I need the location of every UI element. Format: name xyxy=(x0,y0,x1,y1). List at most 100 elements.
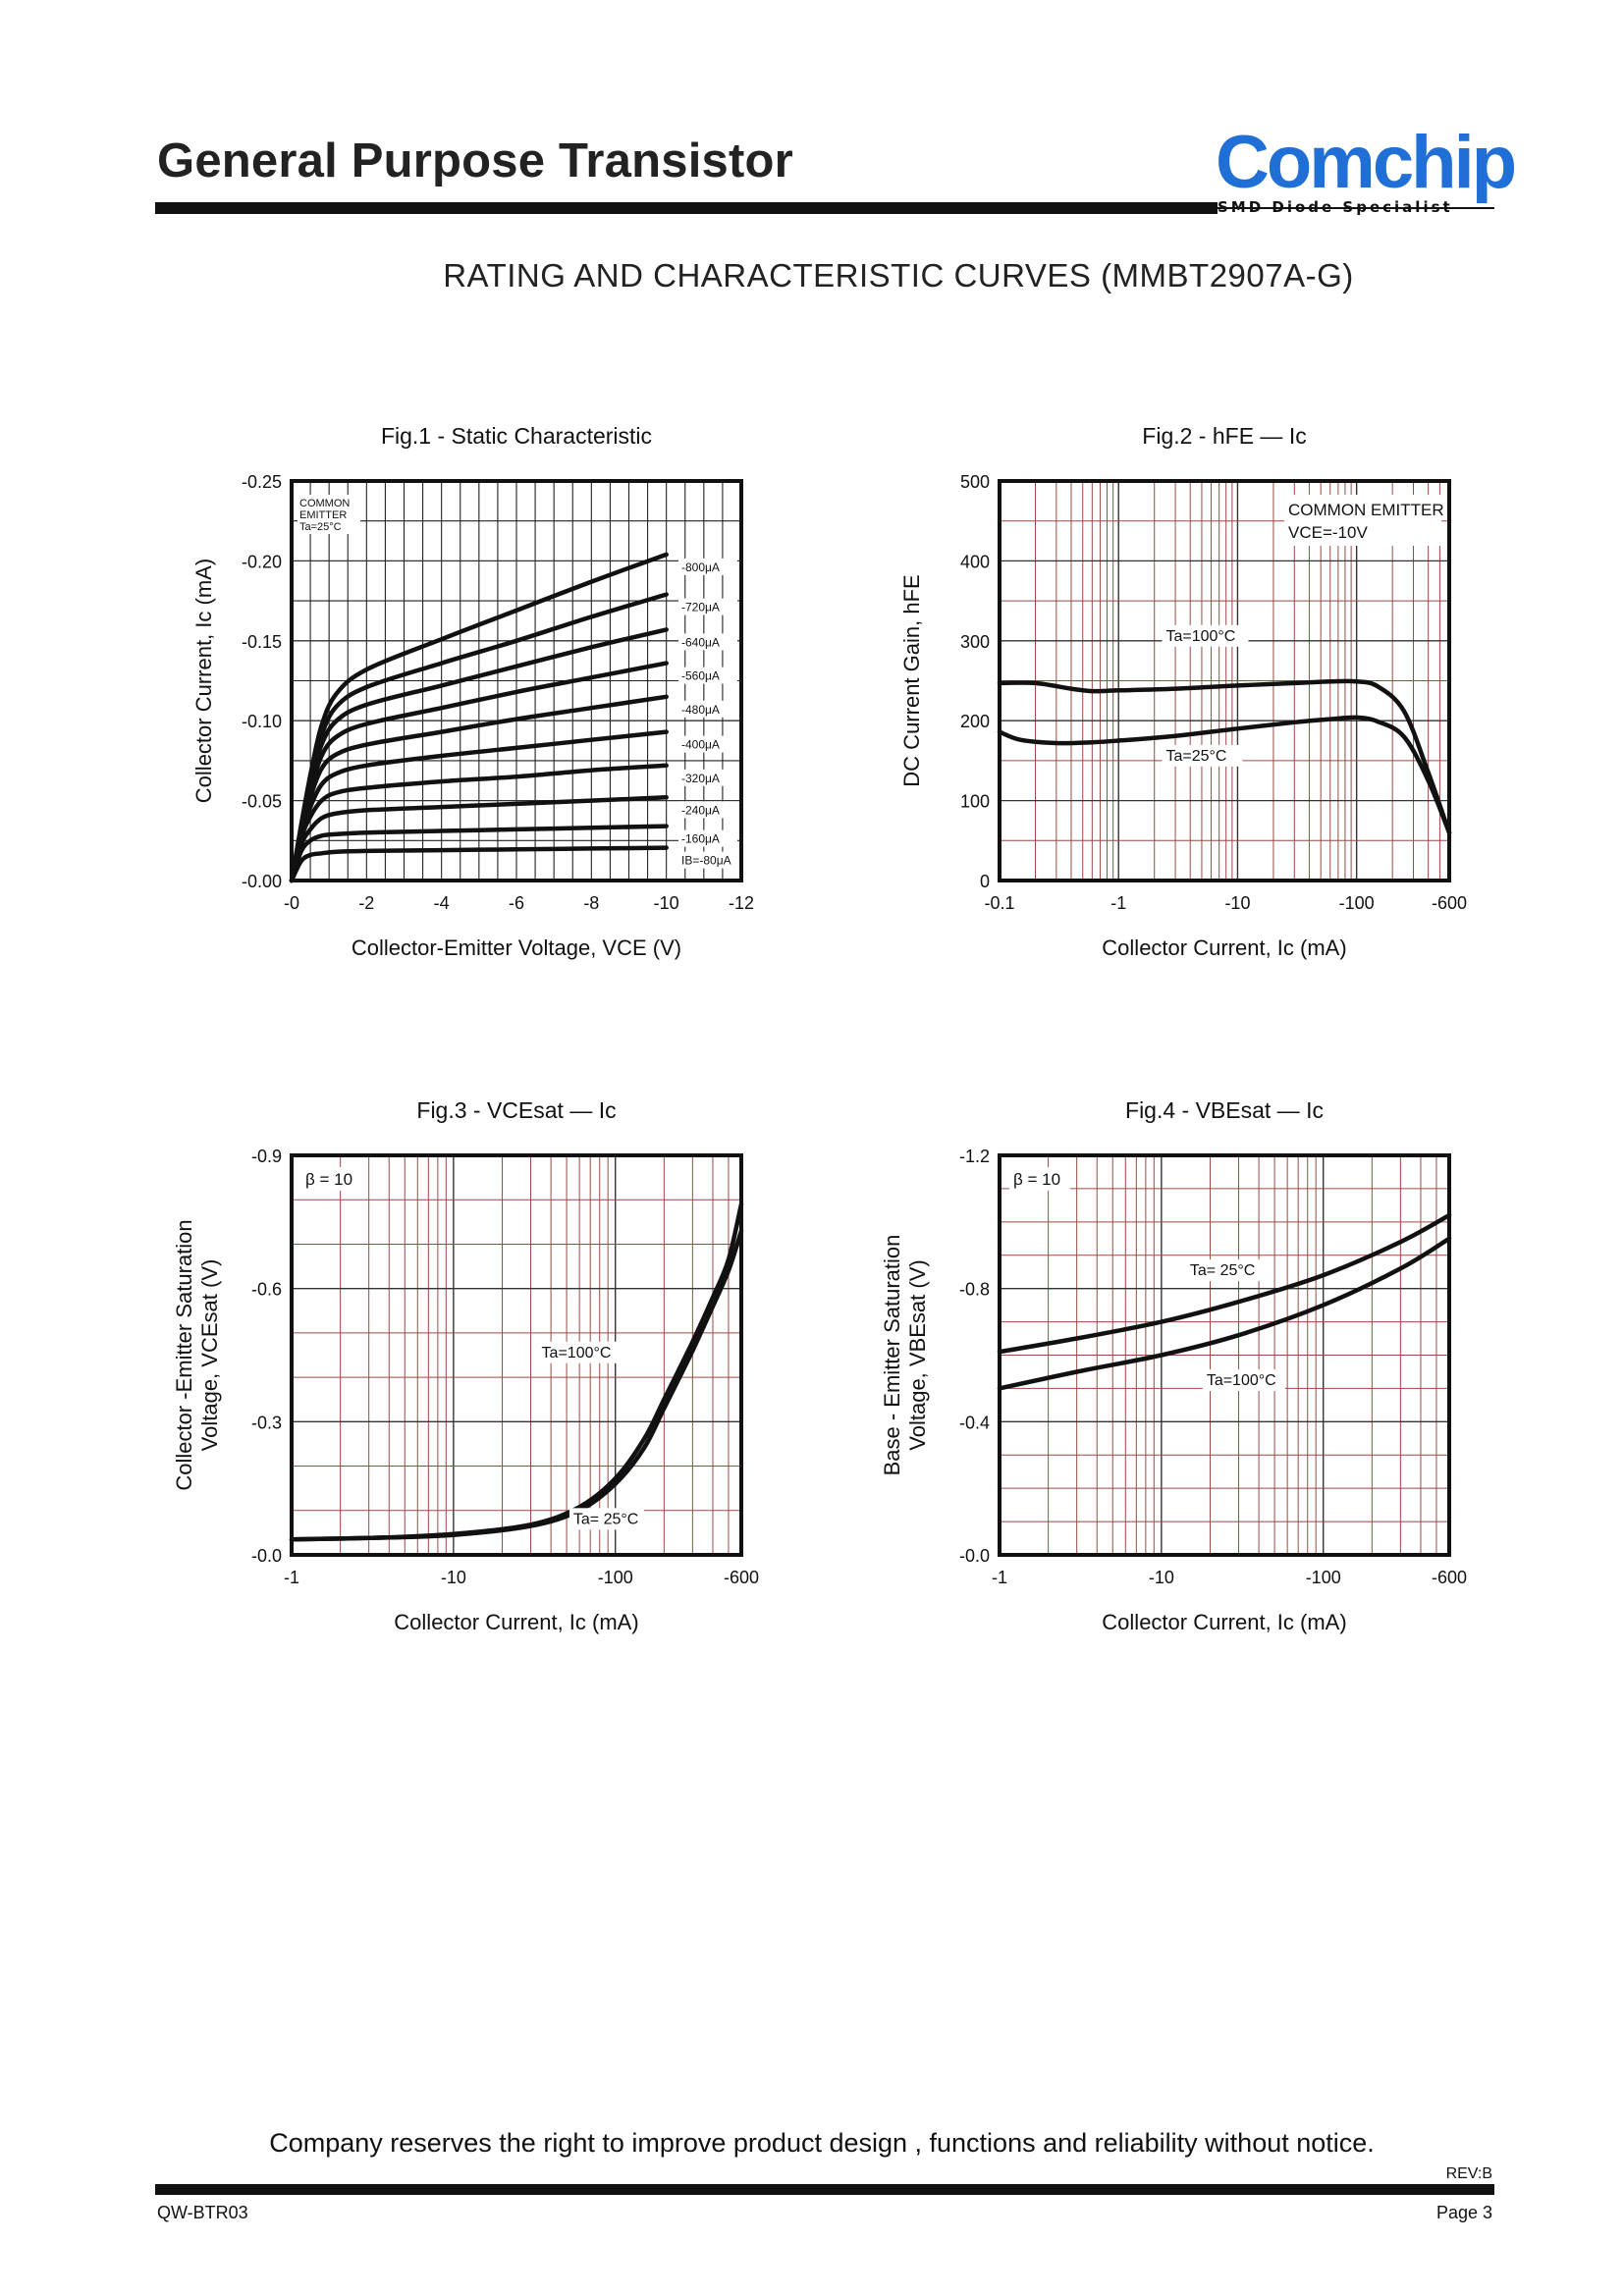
x-axis-label: Collector Current, Ic (mA) xyxy=(1102,935,1346,960)
x-tick-label: -0 xyxy=(284,893,299,913)
series-label-bg xyxy=(678,801,737,819)
x-tick-label: -8 xyxy=(583,893,599,913)
y-axis-label: Collector Current, Ic (mA) xyxy=(191,559,216,803)
x-tick-label: -1 xyxy=(1110,893,1126,913)
plot-frame xyxy=(290,1153,743,1557)
y-tick-label: -0.8 xyxy=(959,1280,990,1300)
series-line-1 xyxy=(289,1228,744,1542)
series-label-bg xyxy=(678,667,737,684)
plot-frame xyxy=(998,479,1451,882)
y-tick-label: -0.0 xyxy=(251,1546,282,1566)
series-line-2 xyxy=(997,715,1452,835)
y-tick-label: 500 xyxy=(960,472,990,492)
series-label: Ta=100°C xyxy=(1165,628,1235,645)
y-tick-label: -0.00 xyxy=(242,872,282,891)
series-label: Ta= 25°C xyxy=(1190,1262,1255,1279)
document-code: QW-BTR03 xyxy=(157,2203,248,2222)
series-label-bg xyxy=(678,829,737,847)
annotation-box xyxy=(1284,495,1441,546)
annotation-box xyxy=(301,1167,362,1191)
annotation-text: EMITTER xyxy=(299,509,347,521)
series-label-bg xyxy=(678,598,737,615)
annotation-box xyxy=(1009,1167,1070,1191)
y-tick-label: -0.05 xyxy=(242,792,282,812)
y-tick-label: -0.10 xyxy=(242,712,282,731)
y-tick-label: 300 xyxy=(960,632,990,652)
footer-notice: Company reserves the right to improve pr… xyxy=(269,2128,1375,2158)
series-label: -480μA xyxy=(681,703,720,717)
x-tick-label: -600 xyxy=(1432,1568,1467,1587)
series-label-bg xyxy=(537,1341,619,1363)
x-tick-label: -600 xyxy=(724,1568,759,1587)
y-tick-label: -0.9 xyxy=(251,1147,282,1166)
x-tick-label: -10 xyxy=(654,893,679,913)
series-label-bg xyxy=(568,1508,644,1530)
series-label: -640μA xyxy=(681,635,720,649)
plot-frame xyxy=(998,1153,1451,1557)
series-line-1 xyxy=(997,1212,1452,1355)
annotation-box xyxy=(298,495,360,534)
annotation-text: Ta=25°C xyxy=(299,521,342,533)
series-label: -320μA xyxy=(681,772,720,785)
series-label: -800μA xyxy=(681,561,720,574)
series-label-bg xyxy=(678,851,737,869)
x-tick-label: -600 xyxy=(1432,893,1467,913)
y-tick-label: -0.6 xyxy=(251,1280,282,1300)
series-line-10 xyxy=(289,552,669,883)
annotation-text: VCE=-10V xyxy=(1288,523,1368,542)
x-tick-label: -10 xyxy=(441,1568,466,1587)
series-label-bg xyxy=(1162,624,1249,647)
x-tick-label: -0.1 xyxy=(984,893,1014,913)
brand-logo: Comchip SMD Diode Specialist xyxy=(1214,121,1517,216)
x-tick-label: -6 xyxy=(509,893,524,913)
x-tick-label: -100 xyxy=(598,1568,633,1587)
series-label: -400μA xyxy=(681,738,720,752)
x-tick-label: -100 xyxy=(1339,893,1375,913)
chart-title: Fig.3 - VCEsat — Ic xyxy=(416,1097,616,1123)
logo-tagline: SMD Diode Specialist xyxy=(1218,198,1453,216)
annotation-text: β = 10 xyxy=(1013,1170,1060,1189)
series-label-bg xyxy=(678,735,737,753)
x-axis-label: Collector-Emitter Voltage, VCE (V) xyxy=(352,935,681,960)
series-label-bg xyxy=(678,700,737,718)
series-label-bg xyxy=(1202,1369,1285,1392)
header-rule xyxy=(155,202,1218,214)
y-tick-label: 400 xyxy=(960,552,990,571)
series-label-bg xyxy=(678,633,737,651)
series-label: -240μA xyxy=(681,803,720,817)
x-tick-label: -4 xyxy=(434,893,450,913)
x-tick-label: -10 xyxy=(1224,893,1250,913)
chart-title: Fig.1 - Static Characteristic xyxy=(381,423,652,449)
page-number: Page 3 xyxy=(1435,2203,1492,2222)
series-label-bg xyxy=(678,558,737,575)
annotation-text: COMMON xyxy=(299,498,350,509)
series-label: Ta=100°C xyxy=(1207,1372,1276,1389)
y-axis-label: DC Current Gain, hFE xyxy=(899,574,924,786)
series-label: Ta=25°C xyxy=(1165,748,1226,765)
series-line-3 xyxy=(289,795,669,883)
series-label-bg xyxy=(1162,744,1243,767)
x-tick-label: -1 xyxy=(992,1568,1007,1587)
annotation-text: COMMON EMITTER xyxy=(1288,501,1444,519)
chart-title: Fig.2 - hFE — Ic xyxy=(1142,423,1306,449)
y-tick-label: -0.0 xyxy=(959,1546,990,1566)
y-tick-label: -0.20 xyxy=(242,552,282,571)
series-label: Ta= 25°C xyxy=(573,1511,638,1527)
revision-label: REV:B xyxy=(1445,2165,1492,2182)
x-tick-label: -100 xyxy=(1306,1568,1341,1587)
x-tick-label: -1 xyxy=(284,1568,299,1587)
series-label: Ta=100°C xyxy=(542,1345,612,1362)
x-axis-label: Collector Current, Ic (mA) xyxy=(394,1610,638,1634)
series-line-2 xyxy=(997,1236,1452,1391)
series-label-bg xyxy=(1185,1259,1263,1282)
series-label: -560μA xyxy=(681,669,720,683)
x-tick-label: -12 xyxy=(729,893,754,913)
footer-rule xyxy=(155,2184,1494,2195)
x-tick-label: -2 xyxy=(358,893,374,913)
series-label: -720μA xyxy=(681,601,720,614)
logo-wordmark: Comchip xyxy=(1216,121,1517,204)
series-label: -160μA xyxy=(681,832,720,846)
series-line-2 xyxy=(289,1201,744,1542)
series-line-1 xyxy=(997,678,1452,835)
header-rule-thin xyxy=(1218,207,1494,209)
